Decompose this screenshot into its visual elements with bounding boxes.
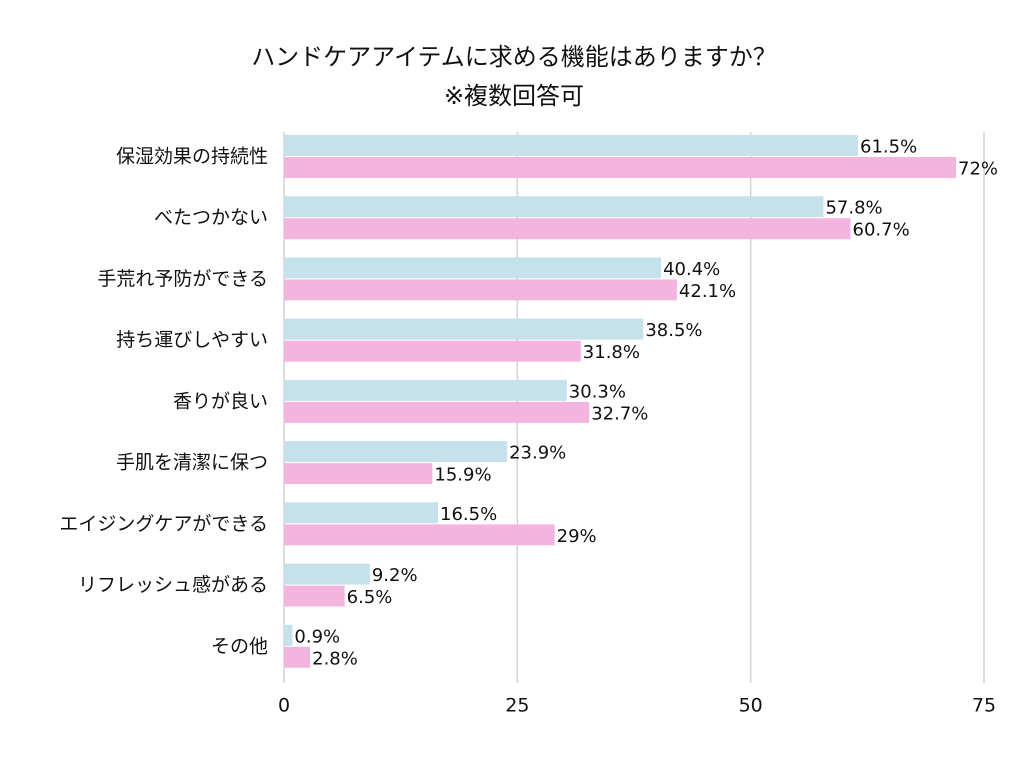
bar (284, 646, 311, 668)
category-label: 保湿効果の持続性 (116, 146, 268, 168)
value-label: 60.7% (853, 220, 910, 241)
bar (284, 279, 677, 301)
category-label: その他 (211, 635, 268, 657)
bar (284, 441, 508, 463)
x-tick-label: 0 (278, 695, 290, 717)
bar (284, 585, 345, 607)
category-label: 持ち運びしやすい (116, 329, 268, 351)
category-label: 香りが良い (173, 390, 268, 412)
bar (284, 463, 433, 485)
value-label: 30.3% (569, 381, 626, 402)
category-label: 手荒れ予防ができる (97, 268, 268, 290)
bar (284, 257, 662, 279)
value-label: 23.9% (509, 443, 566, 464)
value-label: 72% (958, 159, 998, 180)
value-label: 38.5% (645, 320, 702, 341)
chart-subtitle: ※複数回答可 (444, 82, 584, 110)
value-label: 57.8% (825, 198, 882, 219)
bar (284, 318, 644, 340)
bar (284, 340, 581, 362)
value-label: 6.5% (347, 587, 393, 608)
category-label: エイジングケアができる (59, 513, 268, 535)
bar (284, 401, 590, 423)
bar (284, 379, 567, 401)
value-label: 2.8% (312, 648, 358, 669)
bar (284, 563, 370, 585)
x-tick-label: 50 (739, 695, 763, 717)
value-label: 32.7% (591, 403, 648, 424)
bar (284, 524, 555, 546)
bar (284, 624, 293, 646)
category-label: べたつかない (154, 207, 268, 229)
value-label: 0.9% (294, 626, 340, 647)
value-label: 40.4% (663, 259, 720, 280)
bar (284, 157, 956, 178)
chart-title: ハンドケアアイテムに求める機能はありますか？ (251, 43, 777, 71)
value-label: 61.5% (860, 137, 917, 158)
value-label: 31.8% (583, 342, 640, 363)
bar (284, 218, 851, 240)
category-label: リフレッシュ感がある (78, 574, 268, 596)
value-label: 9.2% (372, 565, 418, 586)
bar (284, 196, 824, 218)
bar (284, 502, 438, 524)
category-label: 手肌を清潔に保つ (116, 452, 268, 474)
value-label: 29% (557, 526, 597, 547)
bar (284, 135, 858, 156)
x-tick-label: 25 (505, 695, 529, 717)
value-label: 16.5% (440, 504, 497, 525)
x-tick-label: 75 (972, 695, 996, 717)
value-label: 15.9% (434, 465, 491, 486)
value-label: 42.1% (679, 281, 736, 302)
